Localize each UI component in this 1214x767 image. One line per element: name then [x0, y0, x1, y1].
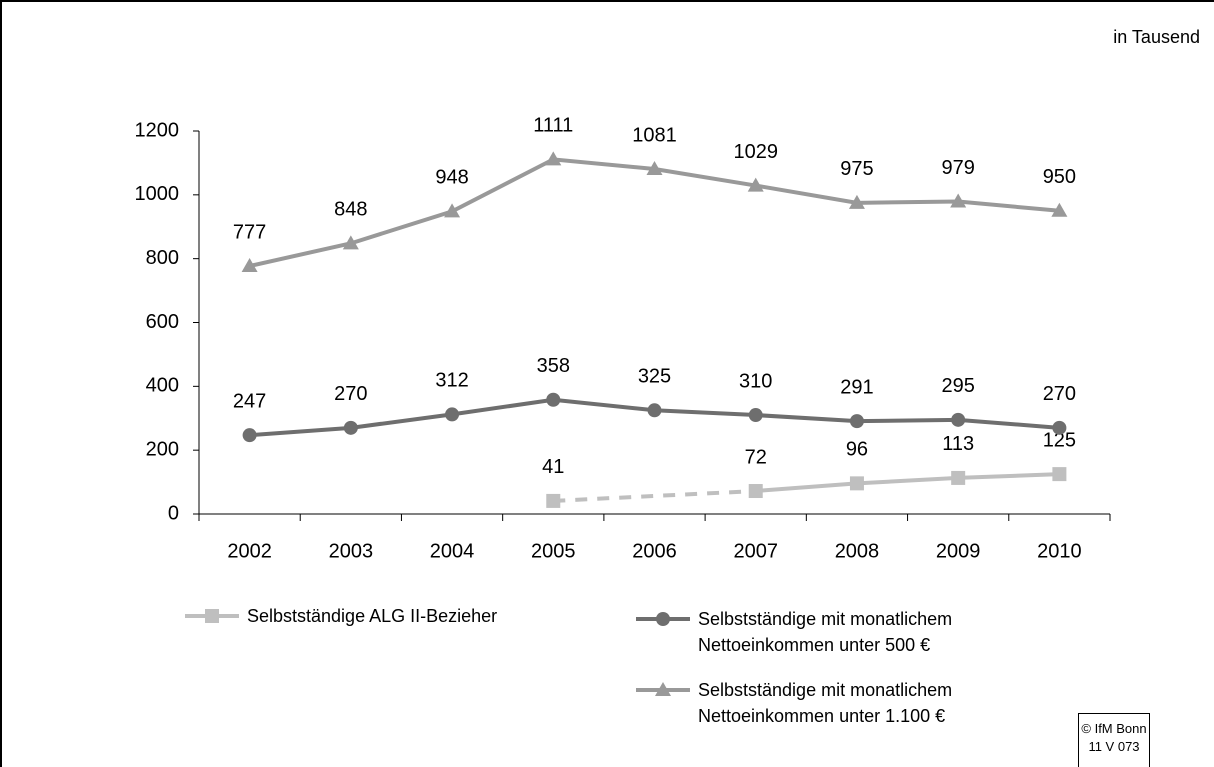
x-tick-label: 2002	[227, 540, 272, 562]
point	[748, 484, 763, 499]
point	[849, 476, 864, 491]
x-tick-label: 2004	[430, 540, 475, 562]
copyright-line: © IfM Bonn	[1081, 721, 1147, 736]
legend-marker	[205, 609, 219, 623]
series-line	[755, 472, 1060, 494]
point	[646, 160, 663, 175]
y-tick-label: 400	[146, 375, 179, 397]
point	[444, 203, 461, 218]
y-tick-label: 1000	[135, 183, 180, 205]
point	[951, 470, 966, 485]
point	[241, 258, 258, 273]
data-label: 41	[542, 456, 564, 478]
data-label: 325	[638, 366, 671, 388]
y-tick-label: 1200	[135, 119, 180, 141]
data-label: 950	[1043, 166, 1076, 188]
y-tick-label: 0	[168, 502, 179, 524]
legend-label: Selbstständige mit monatlichem Nettoeink…	[698, 609, 953, 655]
data-label: 848	[334, 199, 367, 221]
data-label: 72	[745, 446, 767, 468]
point	[546, 493, 561, 508]
point	[545, 151, 562, 166]
point	[848, 194, 865, 209]
data-label: 310	[739, 370, 772, 392]
data-label: 113	[942, 433, 974, 455]
x-tick-label: 2003	[329, 540, 374, 562]
gap-connector	[553, 489, 756, 503]
point	[445, 407, 460, 422]
data-label: 948	[435, 167, 468, 189]
x-tick-label: 2006	[632, 540, 677, 562]
point	[951, 412, 966, 427]
data-label: 270	[334, 383, 367, 405]
data-label: 270	[1043, 383, 1076, 405]
data-label: 247	[233, 390, 266, 412]
data-label: 777	[233, 221, 266, 243]
point	[950, 193, 967, 208]
data-label: 358	[537, 355, 570, 377]
point	[849, 414, 864, 429]
x-tick-label: 2010	[1037, 540, 1082, 562]
data-label: 1081	[632, 124, 677, 146]
legend-marker	[656, 612, 670, 626]
data-label: 1029	[733, 141, 778, 163]
point	[748, 408, 763, 423]
point	[1052, 420, 1067, 435]
data-label: 1111	[533, 115, 573, 137]
point	[1051, 202, 1068, 217]
y-tick-label: 200	[146, 438, 179, 460]
unit-note: in Tausend	[1113, 27, 1200, 47]
data-label: 312	[435, 370, 468, 392]
point	[647, 403, 662, 418]
x-tick-label: 2009	[936, 540, 981, 562]
data-label: 295	[941, 375, 974, 397]
point	[342, 235, 359, 250]
point	[546, 392, 561, 407]
y-tick-label: 600	[146, 311, 179, 333]
point	[242, 428, 257, 443]
data-label: 975	[840, 158, 873, 180]
data-label: 125	[1043, 429, 1076, 451]
data-label: 291	[840, 376, 873, 398]
legend-label: Selbstständige mit monatlichem Nettoeink…	[698, 680, 953, 726]
legend-label: Selbstständige ALG II-Bezieher	[247, 606, 498, 626]
legend-marker	[655, 682, 671, 696]
point	[343, 420, 358, 435]
x-tick-label: 2005	[531, 540, 576, 562]
x-tick-label: 2008	[835, 540, 880, 562]
copyright-line: 11 V 073	[1088, 739, 1140, 754]
x-tick-label: 2007	[733, 540, 778, 562]
y-tick-label: 800	[146, 247, 179, 269]
point	[1052, 467, 1067, 482]
data-label: 979	[941, 157, 974, 179]
data-label: 96	[846, 439, 868, 461]
copyright: © IfM Bonn 11 V 073	[1078, 713, 1150, 767]
point	[747, 177, 764, 192]
